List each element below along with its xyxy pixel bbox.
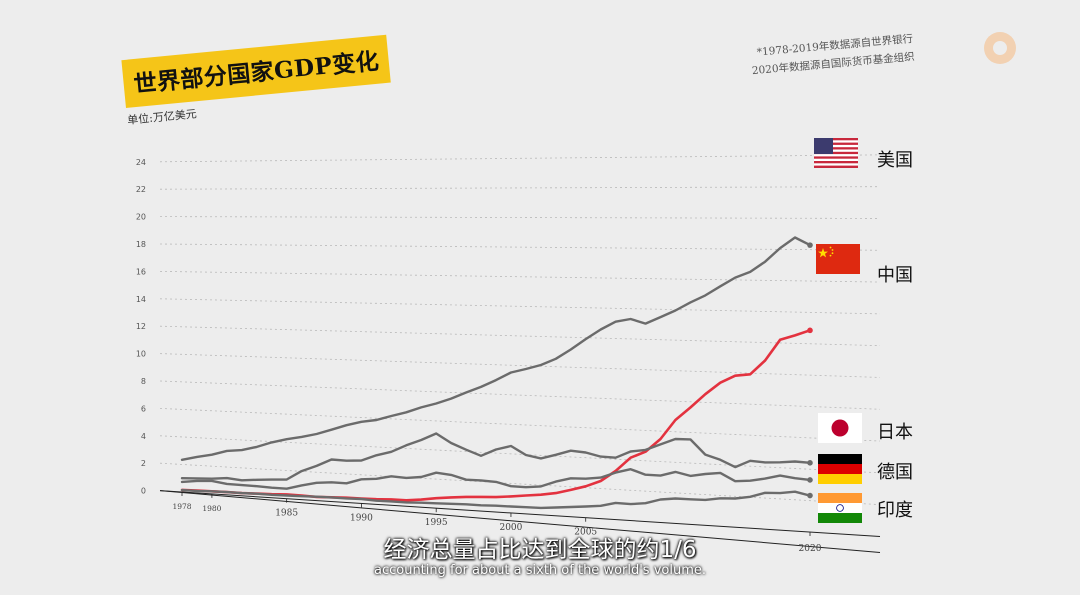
- legend-label-japan: 日本: [877, 422, 913, 443]
- x-axis-line: [159, 490, 881, 553]
- x-tick-label: 1985: [275, 509, 298, 519]
- legend-label-germany: 德国: [877, 462, 913, 483]
- grid-line: [159, 270, 881, 283]
- grid-line: [159, 298, 881, 315]
- series-line-0: [180, 236, 812, 461]
- series-end-point: [807, 492, 813, 499]
- series-end-point: [807, 460, 813, 466]
- y-tick-label: 12: [136, 322, 146, 331]
- x-tick-label: 2020: [799, 544, 822, 554]
- y-tick-label: 6: [141, 404, 146, 413]
- grid-line: [159, 407, 881, 442]
- germany-flag-icon: [818, 454, 862, 484]
- legend-label-us: 美国: [877, 150, 913, 171]
- y-tick-label: 10: [136, 350, 146, 359]
- y-tick-label: 18: [136, 240, 146, 249]
- series-line-1: [180, 329, 812, 502]
- series-line-3: [180, 468, 812, 490]
- china-flag-icon: [816, 244, 860, 274]
- subtitle-chinese: 经济总量占比达到全球的约1/6: [383, 537, 697, 563]
- x-axis-ticks: 1978 1980 1985 1990 1995 2000 2005 2020: [172, 492, 822, 554]
- grid-line: [159, 216, 881, 219]
- grid-line: [159, 353, 881, 378]
- series-lines: [180, 236, 813, 510]
- grid-line: [159, 490, 881, 537]
- y-tick-label: 2: [141, 459, 146, 468]
- grid-line: [159, 380, 881, 410]
- y-tick-label: 22: [136, 185, 146, 194]
- legend-label-china: 中国: [877, 265, 913, 286]
- x-tick-label: 1995: [425, 518, 448, 528]
- y-tick-label: 8: [141, 377, 146, 386]
- india-flag-icon: [818, 493, 862, 523]
- series-end-point: [807, 327, 813, 334]
- series-end-point: [807, 477, 813, 483]
- grid-line: [159, 325, 881, 347]
- channel-logo-icon: [984, 32, 1016, 64]
- japan-flag-icon: [818, 413, 862, 443]
- legend-label-india: 印度: [877, 500, 913, 521]
- us-flag-icon: [814, 138, 858, 168]
- x-tick-label: 1990: [350, 513, 373, 523]
- x-tick-label: 1980: [202, 504, 221, 513]
- x-tick-label: 2000: [499, 523, 522, 533]
- grid-line: [159, 435, 881, 474]
- y-tick-label: 16: [136, 267, 146, 276]
- series-line-4: [180, 488, 812, 510]
- series-end-point: [807, 242, 813, 248]
- grid-line: [159, 462, 881, 506]
- x-tick-label: 1978: [172, 502, 191, 511]
- y-tick-label: 20: [136, 213, 146, 222]
- grid-line: [159, 154, 881, 163]
- y-tick-label: 4: [141, 432, 146, 441]
- grid-line: [159, 243, 881, 251]
- y-tick-label: 24: [136, 158, 146, 167]
- y-tick-label: 14: [136, 295, 146, 304]
- grid-line: [159, 186, 881, 190]
- series-line-2: [180, 432, 812, 482]
- y-tick-label: 0: [141, 487, 146, 496]
- chart-grid: [159, 154, 881, 553]
- subtitle-english: accounting for about a sixth of the worl…: [373, 563, 706, 578]
- x-tick-label: 2005: [574, 528, 597, 538]
